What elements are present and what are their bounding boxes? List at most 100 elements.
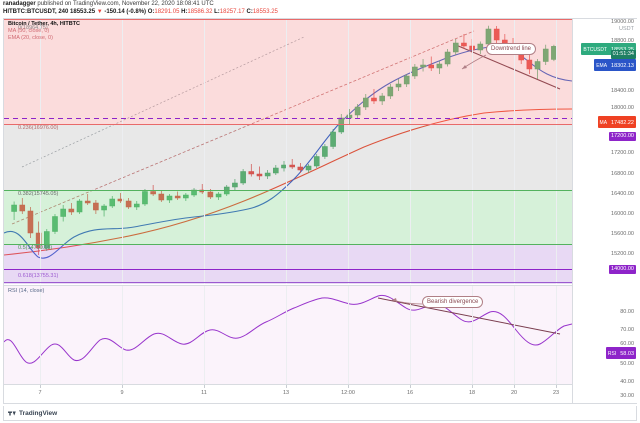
price-tick-label: 18800.00	[611, 38, 634, 44]
time-label: 16	[406, 390, 414, 396]
price-change: -150.14 (-0.8%)	[104, 9, 147, 15]
price-tick-label: 18400.00	[611, 88, 634, 94]
fib-zone-0-236	[4, 19, 572, 124]
rsi-tick-label: 70.00	[620, 327, 634, 333]
rsi-legend: RSI (14, close)	[8, 288, 45, 294]
annotation-downtrend-line: Downtrend line	[486, 43, 537, 55]
rsi-tick-label: 50.00	[620, 361, 634, 367]
rsi-pane[interactable]: RSI (14, close) Bearish divergence	[4, 286, 572, 384]
rsi-tick-label: 80.00	[620, 309, 634, 315]
fib-line-618	[4, 282, 572, 283]
fib-label-5: 0.5(14750.18)	[18, 245, 53, 251]
grid-line-v	[122, 19, 123, 284]
pane-divider	[4, 285, 572, 286]
grid-line-v	[514, 286, 515, 384]
low-label: L:	[214, 9, 220, 15]
high-value: 18586.32	[187, 9, 213, 15]
rsi-tick-label: 60.00	[620, 341, 634, 347]
price-badge-ema-value: 18302.13	[611, 63, 634, 69]
grid-line-v	[556, 286, 557, 384]
price-badge-btcusdt-tag: BTCUSDT	[583, 47, 608, 53]
grid-line-v	[472, 19, 473, 284]
time-label: 11	[201, 390, 207, 396]
price-axis-unit: USDT	[619, 26, 634, 32]
time-tick	[40, 385, 41, 388]
legend-ma: MA (50, close, 0)	[8, 28, 50, 34]
fib-zone-5-618	[4, 244, 572, 284]
price-axis[interactable]: 19000.00 USDT 18800.00 18400.00 18000.00…	[572, 19, 637, 403]
level-line-14000	[4, 269, 572, 270]
chart-attribution: ranadagger published on TradingView.com,…	[3, 1, 563, 9]
price-badge-rsi[interactable]: RSI 58.03	[605, 347, 636, 359]
fib-label-236: 0.236(16976.00)	[18, 125, 59, 131]
price-tick-label: 16800.00	[611, 171, 634, 177]
fib-label-618: 0.618(13755.31)	[18, 273, 59, 279]
fib-line-5	[4, 244, 572, 245]
open-label: O:	[147, 9, 155, 15]
time-tick	[472, 385, 473, 388]
chart-frame[interactable]: 0(18964.75) 0.236(16976.00) 0.382(15745.…	[3, 18, 637, 404]
price-tick-label: 15600.00	[611, 231, 634, 237]
time-label: 13	[282, 390, 290, 396]
time-tick	[286, 385, 287, 388]
price-tick-label: 19000.00	[611, 19, 634, 25]
legend-ema: EMA (20, close, 0)	[8, 35, 53, 41]
time-label: 18	[468, 390, 476, 396]
rsi-tick-label: 30.00	[620, 393, 634, 399]
fib-label-382: 0.382(15745.05)	[18, 191, 59, 197]
grid-line-v	[348, 19, 349, 284]
grid-line-v	[40, 19, 41, 284]
grid-line-v	[472, 286, 473, 384]
price-badge-rsi-value: 58.03	[620, 351, 634, 357]
grid-line-v	[286, 286, 287, 384]
price-badge-level-17200[interactable]: 17200.00	[609, 132, 636, 141]
tradingview-logo[interactable]: TradingView	[8, 409, 57, 417]
symbol-label: HITBTC:BTCUSDT, 240	[3, 9, 69, 15]
price-badge-ma[interactable]: MA 17482.22	[597, 116, 636, 128]
fib-label-0: 0(18964.75)	[18, 25, 48, 31]
fib-zone-382-5	[4, 190, 572, 244]
time-tick	[348, 385, 349, 388]
price-badge-level-14000[interactable]: 14000.00	[609, 265, 636, 274]
legend-title: Bitcoin / Tether, 4h, HITBTC	[8, 21, 81, 27]
grid-line-v	[514, 19, 515, 284]
price-badge-ema[interactable]: EMA 18302.13	[594, 59, 636, 71]
rsi-tick-label: 40.00	[620, 379, 634, 385]
price-pane[interactable]: 0(18964.75) 0.236(16976.00) 0.382(15745.…	[4, 19, 572, 284]
price-tick-label: 15200.00	[611, 251, 634, 257]
grid-line-v	[122, 286, 123, 384]
level-line-17200	[4, 118, 572, 119]
price-tick-label: 16400.00	[611, 191, 634, 197]
time-tick	[514, 385, 515, 388]
grid-line-v	[204, 19, 205, 284]
price-badge-ma-tag: MA	[599, 120, 608, 126]
publish-info: published on TradingView.com, November 2…	[37, 1, 214, 7]
price-tick-label: 16000.00	[611, 211, 634, 217]
author-name: ranadagger	[3, 1, 36, 7]
quote-summary: HITBTC:BTCUSDT, 240 18553.25 ▼ -150.14 (…	[3, 9, 278, 17]
rsi-band-fill	[4, 286, 572, 384]
tradingview-logo-text: TradingView	[19, 409, 58, 417]
fib-line-382	[4, 190, 572, 191]
time-axis[interactable]: 7 9 11 13 12:00 16 18 20 23	[4, 384, 572, 403]
time-label: 7	[38, 390, 42, 396]
grid-line-v	[410, 19, 411, 284]
fib-line-0	[4, 19, 572, 20]
time-label: 23	[552, 390, 560, 396]
price-pane-legend: Bitcoin / Tether, 4h, HITBTC MA (50, clo…	[8, 21, 80, 42]
grid-line-v	[348, 286, 349, 384]
time-tick	[410, 385, 411, 388]
price-badge-ema-tag: EMA	[596, 63, 608, 69]
fib-line-236	[4, 124, 572, 125]
price-tick-label: 18000.00	[611, 105, 634, 111]
grid-line-v	[286, 19, 287, 284]
tradingview-icon	[8, 411, 16, 416]
grid-line-v	[204, 286, 205, 384]
low-value: 18257.17	[219, 9, 245, 15]
open-value: 18291.05	[154, 9, 180, 15]
price-series-svg	[4, 25, 572, 259]
time-tick	[204, 385, 205, 388]
close-value: 18553.25	[252, 9, 278, 15]
grid-line-v	[40, 286, 41, 384]
